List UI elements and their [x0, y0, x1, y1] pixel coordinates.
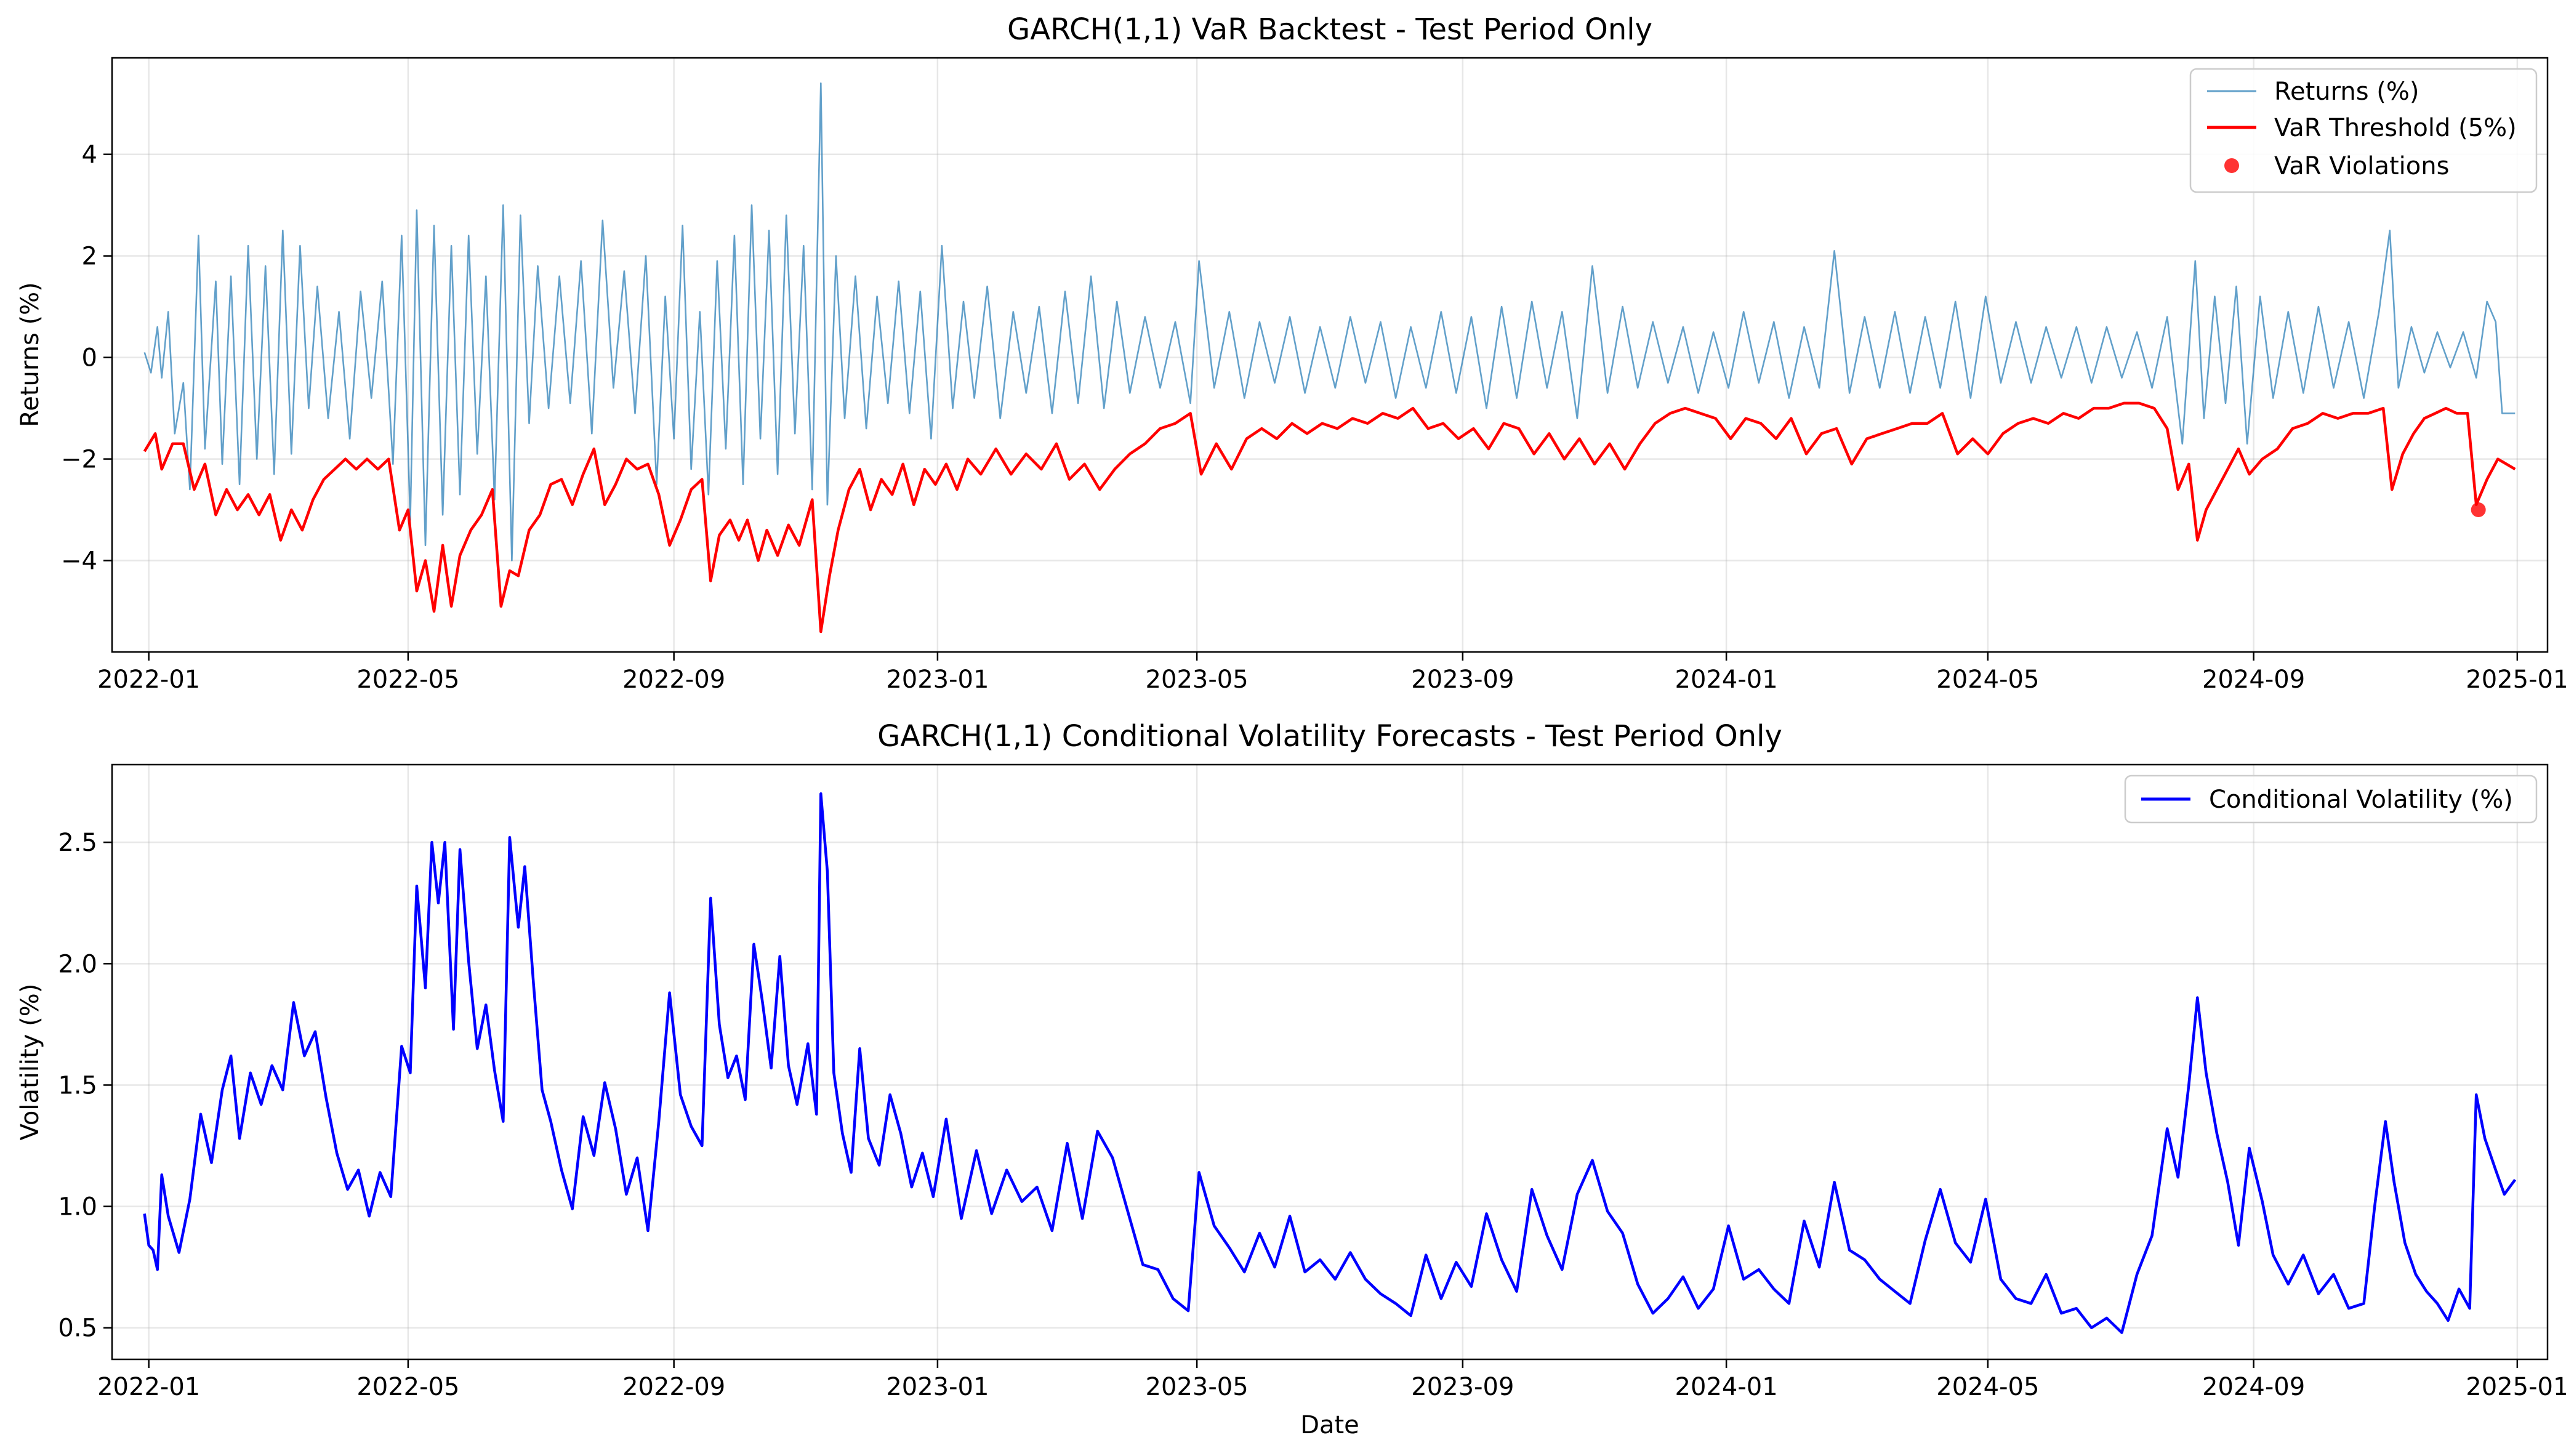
volatility-series [143, 792, 2517, 1334]
legend-var-violations-label: VaR Violations [2274, 152, 2449, 180]
legend-var-violations-marker [2224, 158, 2239, 173]
var-backtest-series [143, 82, 2516, 633]
var-backtest-grid [112, 58, 2548, 652]
y-tick-label: −2 [61, 446, 97, 474]
x-tick-label: 2024-09 [2202, 1373, 2305, 1401]
y-tick-label: 2.5 [58, 829, 97, 857]
y-tick-label: 1.0 [58, 1193, 97, 1221]
x-tick-label: 2022-01 [97, 666, 200, 694]
volatility-panel: GARCH(1,1) Conditional Volatility Foreca… [16, 719, 2566, 1439]
var-backtest-axes-frame [111, 57, 2549, 653]
var-backtest-legend: Returns (%) VaR Threshold (5%) VaR Viola… [2189, 68, 2538, 193]
volatility-legend: Conditional Volatility (%) [2124, 774, 2538, 824]
x-tick-label: 2023-09 [1411, 1373, 1514, 1401]
x-tick-label: 2025-01 [2466, 1373, 2566, 1401]
x-tick-label: 2024-01 [1675, 666, 1778, 694]
x-tick-label: 2022-05 [356, 1373, 459, 1401]
y-tick-label: 2.0 [58, 950, 97, 978]
x-tick-label: 2023-05 [1146, 1373, 1249, 1401]
y-tick-label: 4 [82, 141, 97, 169]
x-tick-label: 2025-01 [2466, 666, 2566, 694]
x-tick-label: 2024-05 [1936, 1373, 2039, 1401]
conditional-volatility-line [143, 792, 2517, 1334]
var-backtest-ylabel: Returns (%) [16, 282, 44, 427]
x-tick-label: 2024-05 [1936, 666, 2039, 694]
var-backtest-ticks: 2022-01 2022-05 2022-09 2023-01 2023-05 2023-… [61, 141, 2566, 694]
legend-volatility-label: Conditional Volatility (%) [2209, 786, 2513, 814]
x-tick-label: 2022-09 [622, 1373, 725, 1401]
volatility-title: GARCH(1,1) Conditional Volatility Foreca… [877, 719, 1782, 754]
x-tick-label: 2023-05 [1146, 666, 1249, 694]
var-threshold-5-line [143, 401, 2516, 633]
y-tick-label: 0 [82, 344, 97, 372]
x-tick-label: 2023-01 [886, 666, 989, 694]
legend-returns-label: Returns (%) [2274, 78, 2419, 106]
volatility-xlabel: Date [1300, 1411, 1359, 1439]
x-tick-label: 2023-01 [886, 1373, 989, 1401]
volatility-axes-frame [111, 763, 2549, 1361]
y-tick-label: 2 [82, 243, 97, 271]
x-tick-label: 2022-05 [356, 666, 459, 694]
var-backtest-panel: GARCH(1,1) VaR Backtest - Test Period On… [16, 12, 2566, 694]
y-tick-label: −4 [61, 547, 97, 576]
y-tick-label: 0.5 [58, 1314, 97, 1343]
var-violations-point [2471, 502, 2486, 518]
y-tick-label: 1.5 [58, 1071, 97, 1100]
x-tick-label: 2024-09 [2202, 666, 2305, 694]
x-tick-label: 2023-09 [1411, 666, 1514, 694]
var-backtest-title: GARCH(1,1) VaR Backtest - Test Period On… [1007, 12, 1652, 47]
legend-var-threshold-label: VaR Threshold (5%) [2274, 114, 2517, 142]
legend-box [2189, 68, 2538, 193]
volatility-grid [112, 765, 2548, 1359]
x-tick-label: 2024-01 [1675, 1373, 1778, 1401]
volatility-ticks: 2022-01 2022-05 2022-09 2023-01 2023-05 2023-… [58, 829, 2566, 1401]
returns-line [143, 82, 2516, 561]
x-tick-label: 2022-09 [622, 666, 725, 694]
legend-box [2124, 774, 2538, 824]
volatility-ylabel: Volatility (%) [16, 984, 44, 1141]
x-tick-label: 2022-01 [97, 1373, 200, 1401]
